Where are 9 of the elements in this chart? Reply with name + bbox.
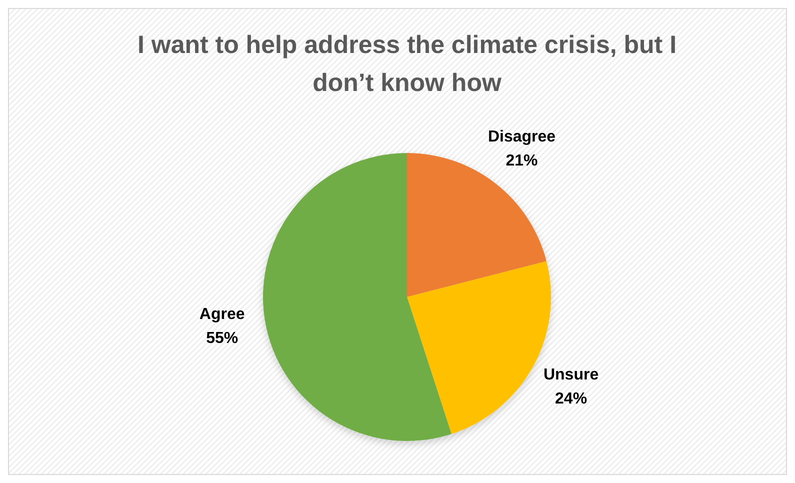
- pie-slice: [407, 153, 546, 297]
- data-label: 24%: [555, 390, 588, 408]
- slice-label: Agree: [199, 306, 245, 323]
- slice-label: Disagree: [488, 128, 556, 146]
- data-label: 21%: [506, 152, 538, 170]
- pie-slice: [263, 153, 452, 441]
- chart-title: I want to help address the climate crisis, but I don’t know how: [137, 31, 677, 97]
- slice-label: Unsure: [543, 366, 599, 384]
- data-label: 55%: [206, 330, 238, 347]
